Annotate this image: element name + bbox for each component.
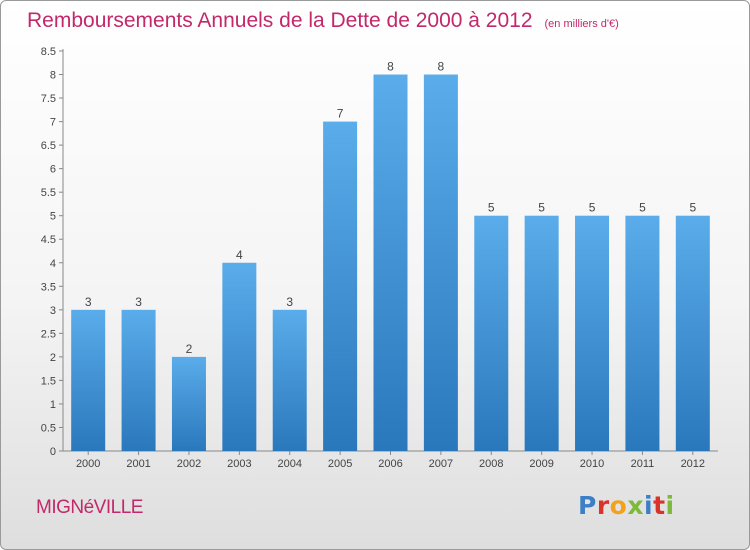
x-tick-label: 2003 — [227, 458, 251, 470]
y-tick-label: 8 — [50, 70, 56, 82]
data-label: 5 — [639, 201, 646, 215]
chart-title-text: Remboursements Annuels de la Dette de 20… — [27, 9, 533, 32]
x-tick-label: 2011 — [631, 458, 655, 470]
x-tick-label: 2008 — [479, 458, 503, 470]
data-label: 5 — [589, 201, 596, 215]
data-label: 4 — [236, 248, 243, 262]
data-label: 8 — [438, 60, 445, 74]
data-label: 3 — [135, 295, 142, 309]
data-label: 5 — [689, 201, 696, 215]
bar — [222, 262, 257, 451]
logo-letter-2: r — [596, 491, 610, 520]
y-tick-label: 3.5 — [41, 281, 56, 293]
proxiti-logo: Proxiti — [578, 491, 675, 520]
y-tick-label: 7 — [50, 117, 56, 129]
chart-subtitle: (en milliers d'€) — [544, 18, 619, 30]
bar — [474, 215, 509, 451]
x-tick-label: 2004 — [277, 458, 301, 470]
x-tick-label: 2000 — [76, 458, 100, 470]
logo-letter-6: t — [653, 491, 666, 520]
data-label: 3 — [85, 295, 92, 309]
logo-letter-4: x — [627, 491, 644, 520]
bar — [675, 215, 710, 451]
y-tick-label: 5 — [50, 211, 56, 223]
logo-letter-1: P — [578, 491, 597, 520]
x-tick-label: 2006 — [378, 458, 402, 470]
y-tick-label: 6.5 — [41, 140, 56, 152]
x-tick-label: 2010 — [580, 458, 604, 470]
x-tick-label: 2009 — [529, 458, 553, 470]
bar — [171, 356, 206, 451]
logo-letter-5: i — [644, 491, 654, 520]
y-tick-label: 4.5 — [41, 234, 56, 246]
y-tick-label: 8.5 — [41, 46, 56, 58]
bar — [272, 309, 307, 451]
y-tick-label: 0.5 — [41, 422, 56, 434]
y-tick-label: 3 — [50, 305, 56, 317]
y-tick-label: 1.5 — [41, 375, 56, 387]
y-tick-label: 7.5 — [41, 93, 56, 105]
bar — [71, 309, 106, 451]
data-label: 2 — [186, 342, 193, 356]
logo-letter-7: i — [665, 491, 675, 520]
y-tick-label: 1 — [50, 399, 56, 411]
x-tick-label: 2005 — [328, 458, 352, 470]
city-name: MIGNéVILLE — [36, 497, 143, 518]
bar — [625, 215, 660, 451]
data-label: 8 — [387, 60, 394, 74]
x-tick-label: 2007 — [429, 458, 453, 470]
data-label: 5 — [488, 201, 495, 215]
data-label: 7 — [337, 107, 344, 121]
data-label: 3 — [286, 295, 293, 309]
y-tick-label: 2.5 — [41, 328, 56, 340]
bar — [524, 215, 559, 451]
x-tick-label: 2002 — [177, 458, 201, 470]
y-tick-label: 4 — [50, 258, 56, 270]
bar — [423, 74, 458, 451]
y-tick-label: 0 — [50, 446, 56, 458]
y-tick-label: 2 — [50, 352, 56, 364]
chart-title: Remboursements Annuels de la Dette de 20… — [27, 9, 619, 33]
y-tick-label: 5.5 — [41, 187, 56, 199]
bar — [575, 215, 610, 451]
bar — [121, 309, 156, 451]
data-label: 5 — [538, 201, 545, 215]
x-tick-label: 2001 — [126, 458, 150, 470]
bar — [323, 121, 358, 452]
bar — [373, 74, 408, 451]
y-tick-label: 6 — [50, 164, 56, 176]
x-tick-label: 2012 — [681, 458, 705, 470]
logo-letter-3: o — [609, 491, 628, 520]
